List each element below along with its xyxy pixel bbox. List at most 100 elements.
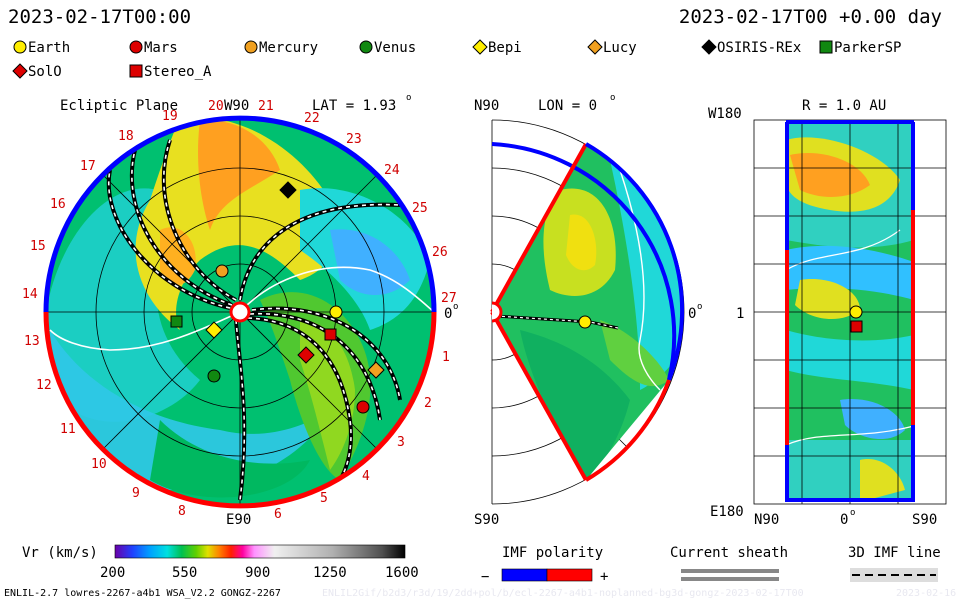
radial-earth-marker bbox=[849, 305, 863, 319]
meridional-polarity-rim-positive bbox=[584, 379, 671, 482]
footer-right-date: 2023-02-16 bbox=[896, 588, 956, 599]
carrington-9: 9 bbox=[132, 486, 140, 501]
ecliptic-polarity-rim-negative bbox=[43, 115, 437, 313]
imf-3d-label: 3D IMF line bbox=[848, 545, 941, 561]
colorbar-tick-550: 550 bbox=[172, 565, 197, 581]
lucy-marker bbox=[367, 361, 385, 379]
earth-circle-icon bbox=[13, 40, 27, 54]
carrington-18: 18 bbox=[118, 129, 134, 144]
meridional-velocity-field bbox=[520, 160, 683, 480]
mercury-circle-icon bbox=[244, 40, 258, 54]
meridional-polarity-rim-negative bbox=[584, 142, 685, 381]
mercury-marker bbox=[215, 264, 229, 278]
ecliptic-velocity-field bbox=[46, 118, 430, 498]
radial-tick-n90: N90 bbox=[754, 512, 779, 528]
imf-polarity-label: IMF polarity bbox=[502, 545, 603, 561]
left-date: 2023-02-17T00:00 bbox=[8, 6, 192, 28]
lucy-diamond-icon bbox=[587, 39, 603, 55]
carrington-25: 25 bbox=[412, 201, 428, 216]
current-sheath-swatch-top bbox=[681, 569, 779, 573]
mars-circle-icon bbox=[129, 40, 143, 54]
parkersp-marker bbox=[170, 315, 183, 328]
carrington-8: 8 bbox=[178, 504, 186, 519]
ecliptic-bottom-label: E90 bbox=[226, 512, 251, 528]
legend-item-mars: Mars bbox=[128, 39, 178, 56]
colorbar-tick-1600: 1600 bbox=[385, 565, 419, 581]
legend-item-solo: SolO bbox=[12, 63, 62, 80]
colorbar-tick-1250: 1250 bbox=[313, 565, 347, 581]
carrington-4: 4 bbox=[362, 469, 370, 484]
solo-diamond-icon bbox=[12, 63, 28, 79]
carrington-27: 27 bbox=[441, 291, 457, 306]
carrington-20: 20 bbox=[208, 99, 224, 114]
carrington-13: 13 bbox=[24, 334, 40, 349]
meridional-earth-marker bbox=[578, 315, 592, 329]
ecliptic-plane-panel bbox=[43, 115, 437, 509]
ecliptic-polarity-rim-positive bbox=[43, 311, 437, 509]
carrington-2: 2 bbox=[424, 396, 432, 411]
stereo-a-square-icon bbox=[129, 64, 143, 78]
legend-item-bepi: Bepi bbox=[472, 39, 522, 56]
radial-tick-s90: S90 bbox=[912, 512, 937, 528]
carrington-26: 26 bbox=[432, 245, 448, 260]
solo-marker bbox=[297, 346, 315, 364]
bepi-diamond-icon bbox=[472, 39, 488, 55]
imf-plus: + bbox=[600, 569, 608, 585]
meridional-edge-south bbox=[490, 311, 588, 481]
meridional-current-sheath bbox=[619, 169, 661, 391]
radial-tick-degree: o bbox=[850, 508, 855, 518]
carrington-23: 23 bbox=[346, 132, 362, 147]
carrington-1: 1 bbox=[442, 350, 450, 365]
carrington-15: 15 bbox=[30, 239, 46, 254]
right-date: 2023-02-17T00 +0.00 day bbox=[678, 6, 942, 28]
legend-item-parkersp: ParkerSP bbox=[818, 39, 901, 56]
carrington-6: 6 bbox=[274, 507, 282, 522]
radial-tick-0: 0 bbox=[840, 512, 848, 528]
legend-item-earth: Earth bbox=[12, 39, 70, 56]
carrington-11: 11 bbox=[60, 422, 76, 437]
legend-item-stereo-a: Stereo_A bbox=[128, 63, 211, 80]
radial-top-left: W180 bbox=[708, 106, 742, 122]
carrington-numbers: 1 2 3 4 5 6 8 9 10 11 12 13 14 15 16 17 … bbox=[22, 99, 457, 522]
carrington-12: 12 bbox=[36, 378, 52, 393]
carrington-10: 10 bbox=[91, 457, 107, 472]
carrington-16: 16 bbox=[50, 197, 66, 212]
ecliptic-right-degree: o bbox=[453, 302, 458, 312]
meridional-top-left: N90 bbox=[474, 98, 499, 114]
colorbar-tick-200: 200 bbox=[100, 565, 125, 581]
radial-bottom-left: E180 bbox=[710, 504, 744, 520]
imf-positive-swatch bbox=[546, 568, 593, 582]
meridional-lon-degree: o bbox=[610, 93, 615, 103]
carrington-17: 17 bbox=[80, 159, 96, 174]
ecliptic-lat-label: LAT = 1.93 bbox=[312, 98, 396, 114]
colorbar-tick-900: 900 bbox=[245, 565, 270, 581]
meridional-right-degree: o bbox=[697, 302, 702, 312]
parkersp-square-icon bbox=[819, 40, 833, 54]
footer-left: ENLIL-2.7 lowres-2267-a4b1 WSA_V2.2 GONG… bbox=[4, 588, 281, 599]
venus-circle-icon bbox=[359, 40, 373, 54]
carrington-5: 5 bbox=[320, 491, 328, 506]
carrington-24: 24 bbox=[384, 163, 400, 178]
stereo-a-marker bbox=[324, 328, 337, 341]
mars-marker bbox=[356, 400, 370, 414]
velocity-colorbar bbox=[114, 544, 406, 559]
legend-item-osiris-rex: OSIRIS-REx bbox=[701, 39, 801, 56]
radial-map-panel bbox=[753, 119, 947, 505]
radial-current-sheath-north bbox=[785, 229, 901, 271]
radial-current-sheath-south bbox=[785, 425, 915, 446]
ecliptic-title: Ecliptic Plane bbox=[60, 98, 178, 114]
carrington-21: 21 bbox=[258, 99, 274, 114]
meridional-plane-panel bbox=[490, 119, 685, 505]
ecliptic-current-sheath bbox=[49, 266, 434, 351]
colorbar-label: Vr (km/s) bbox=[22, 545, 98, 561]
carrington-3: 3 bbox=[397, 435, 405, 450]
osiris-rex-marker bbox=[279, 181, 297, 199]
bepi-marker bbox=[205, 321, 223, 339]
carrington-22: 22 bbox=[304, 111, 320, 126]
ecliptic-top-label: W90 bbox=[224, 98, 249, 114]
current-sheath-swatch-bottom bbox=[681, 577, 779, 581]
osiris-rex-diamond-icon bbox=[701, 39, 717, 55]
venus-marker bbox=[207, 369, 221, 383]
legend-item-mercury: Mercury bbox=[243, 39, 318, 56]
